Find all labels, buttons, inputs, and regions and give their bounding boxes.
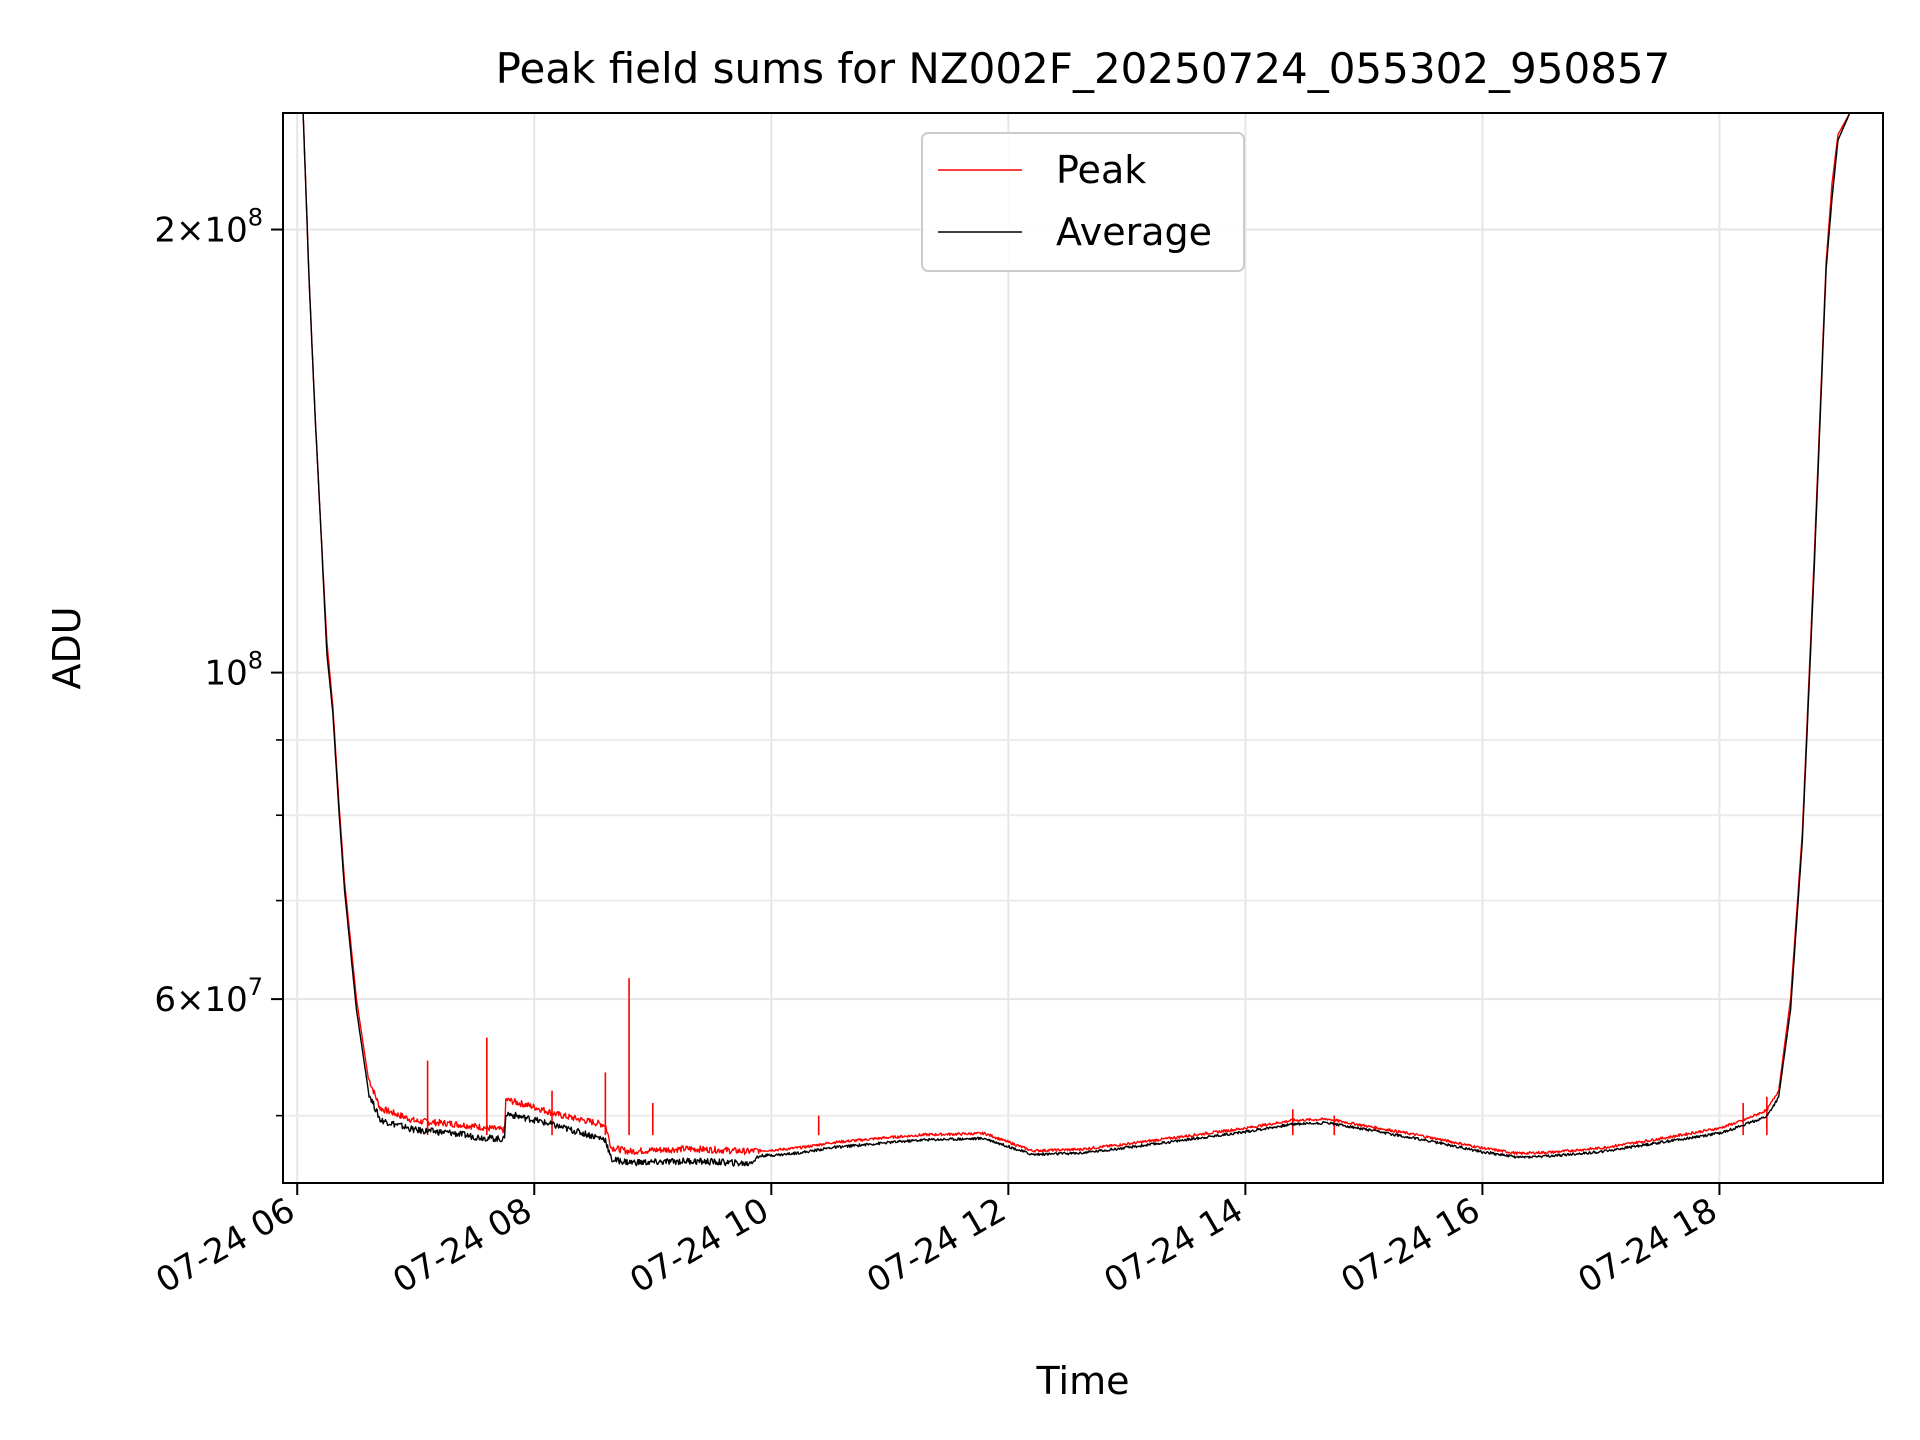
y-tick-exponent: 8 [248, 204, 263, 232]
chart-title: Peak field sums for NZ002F_20250724_0553… [496, 44, 1671, 93]
y-tick-label: 6×107 [154, 973, 263, 1020]
legend-peak-label: Peak [1056, 148, 1146, 192]
y-tick-exponent: 8 [248, 647, 263, 675]
y-tick-label: 2×108 [154, 204, 263, 251]
series-line-average [283, 113, 1883, 1167]
legend-box [921, 132, 1245, 272]
legend-average-label: Average [1056, 210, 1212, 254]
y-tick-label: 108 [204, 647, 263, 694]
x-axis-label: Time [1036, 1359, 1130, 1403]
grid-lines [283, 113, 1883, 1183]
series-layer [283, 113, 1883, 1167]
y-tick-mantissa: 6×10 [154, 980, 247, 1020]
legend: Peak Average [921, 132, 1245, 272]
plot-frame [282, 112, 1884, 1184]
series-line-peak [283, 113, 1883, 1156]
y-tick-mantissa: 10 [204, 654, 247, 694]
y-tick-exponent: 7 [248, 973, 263, 1001]
y-axis-label: ADU [45, 606, 89, 689]
y-tick-mantissa: 2×10 [154, 211, 247, 251]
